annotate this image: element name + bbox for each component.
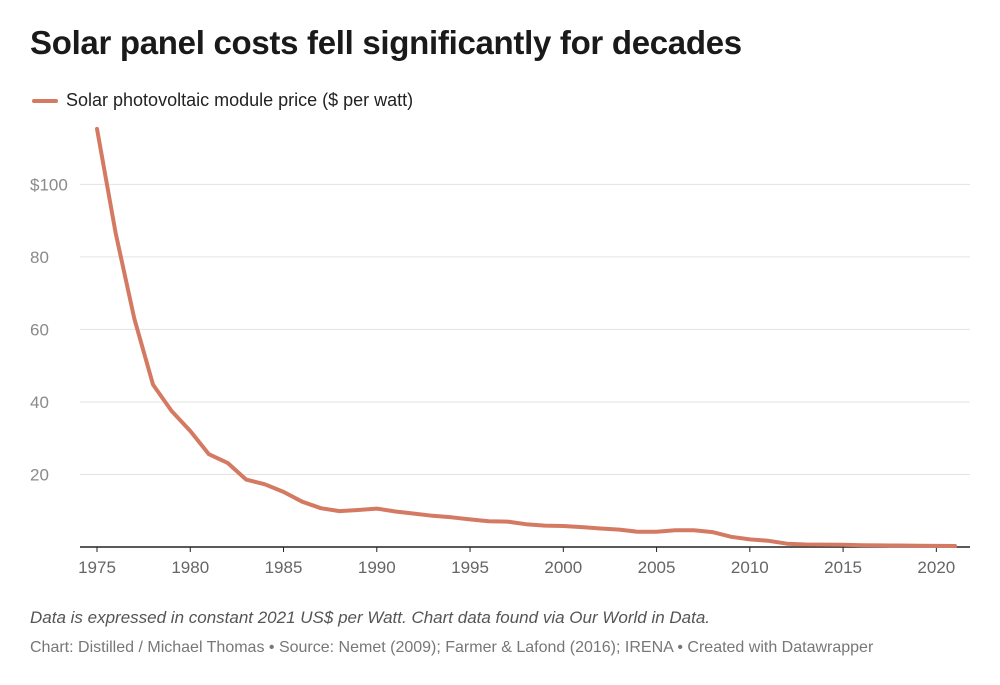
x-tick-label: 1995	[451, 558, 489, 577]
footer-separator: •	[672, 639, 688, 656]
y-tick-label: 40	[30, 393, 49, 412]
line-chart: 20 40 60 80 $100 1975 1980 1985 1990 1995 2000 200…	[30, 126, 970, 577]
footer-chart-credit: Chart: Distilled / Michael Thomas	[30, 639, 265, 656]
x-tick-label: 1975	[78, 558, 116, 577]
x-tick-label: 1990	[358, 558, 396, 577]
footer-tool: Created with Datawrapper	[687, 639, 874, 656]
legend-label: Solar photovoltaic module price ($ per w…	[66, 90, 414, 110]
data-note: Data is expressed in constant 2021 US$ p…	[30, 608, 711, 627]
y-tick-label: 80	[30, 248, 49, 267]
legend: Solar photovoltaic module price ($ per w…	[32, 90, 413, 111]
chart-title: Solar panel costs fell significantly for…	[30, 24, 742, 61]
footer-source: Source: Nemet (2009); Farmer & Lafond (2…	[278, 639, 673, 656]
gridlines	[80, 183, 970, 475]
x-tick-label: 2000	[544, 558, 582, 577]
x-tick-label: 2020	[917, 558, 955, 577]
chart-footer: Chart: Distilled / Michael Thomas • Sour…	[30, 639, 873, 657]
series-line-module-price	[95, 126, 957, 548]
x-tick-label: 2010	[731, 558, 769, 577]
y-tick-label: 60	[30, 320, 49, 339]
footer-separator: •	[264, 639, 279, 656]
y-tick-label: $100	[30, 175, 68, 194]
legend-swatch	[32, 98, 58, 103]
y-tick-label: 20	[30, 465, 49, 484]
x-tick-label: 2005	[638, 558, 676, 577]
x-tick-label: 1980	[171, 558, 209, 577]
x-tick-label: 2015	[824, 558, 862, 577]
x-axis-ticks: 1975 1980 1985 1990 1995 2000 2005 2010 2015 2020	[78, 547, 955, 577]
y-axis-ticks: 20 40 60 80 $100	[30, 175, 68, 484]
x-tick-label: 1985	[265, 558, 303, 577]
